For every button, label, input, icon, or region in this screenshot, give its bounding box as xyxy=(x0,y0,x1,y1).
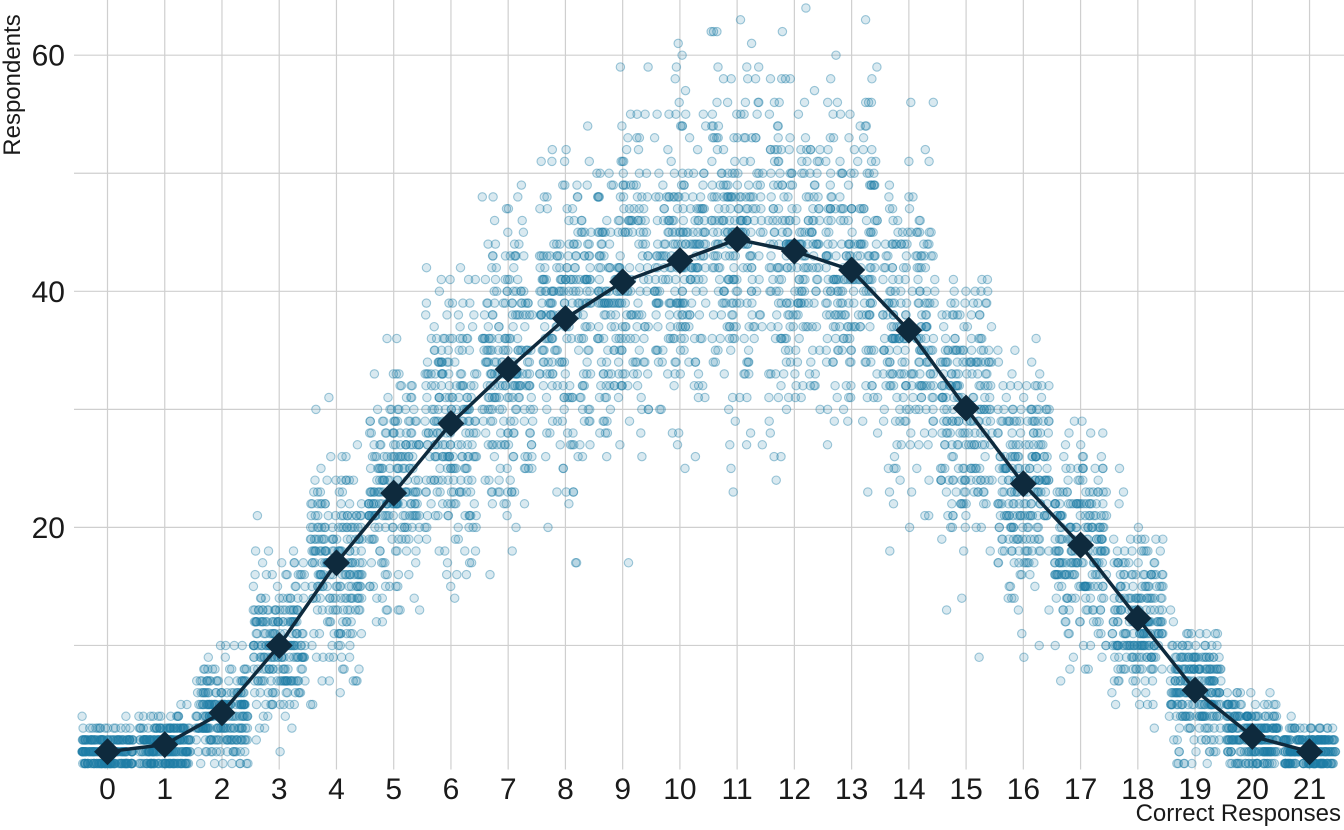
x-tick-labels: 0 1 2 3 4 5 6 7 8 9 10 11 12 13 14 15 16 17 18 19 20 21 xyxy=(99,773,1326,806)
x-tick-label: 15 xyxy=(949,773,982,806)
x-tick-label: 6 xyxy=(443,773,460,806)
x-tick-label: 20 xyxy=(1236,773,1269,806)
diamond-markers xyxy=(94,225,1324,766)
x-tick-label: 8 xyxy=(557,773,574,806)
x-tick-label: 5 xyxy=(385,773,402,806)
x-tick-label: 4 xyxy=(328,773,345,806)
x-tick-label: 21 xyxy=(1293,773,1326,806)
y-tick-label: 60 xyxy=(32,40,65,73)
x-tick-label: 19 xyxy=(1178,773,1211,806)
h-gridlines xyxy=(74,54,1344,647)
x-tick-label: 16 xyxy=(1007,773,1040,806)
x-tick-label: 1 xyxy=(156,773,173,806)
scatter-points xyxy=(77,3,1341,769)
trend-line xyxy=(107,237,1310,754)
x-tick-label: 18 xyxy=(1121,773,1154,806)
x-axis-title: Correct Responses xyxy=(1136,800,1341,827)
x-tick-label: 0 xyxy=(99,773,116,806)
x-tick-label: 2 xyxy=(214,773,231,806)
x-tick-label: 10 xyxy=(663,773,696,806)
v-gridlines xyxy=(106,0,1311,770)
y-tick-label: 40 xyxy=(32,276,65,309)
x-tick-label: 14 xyxy=(892,773,925,806)
x-tick-label: 17 xyxy=(1064,773,1097,806)
x-tick-label: 7 xyxy=(500,773,517,806)
x-tick-label: 13 xyxy=(835,773,868,806)
y-axis-title: Respondents xyxy=(0,14,26,155)
x-tick-label: 12 xyxy=(778,773,811,806)
y-tick-label: 20 xyxy=(32,512,65,545)
y-tick-labels: 20 40 60 xyxy=(32,40,65,545)
x-tick-label: 9 xyxy=(614,773,631,806)
x-tick-label: 11 xyxy=(722,773,753,806)
x-tick-label: 3 xyxy=(271,773,288,806)
